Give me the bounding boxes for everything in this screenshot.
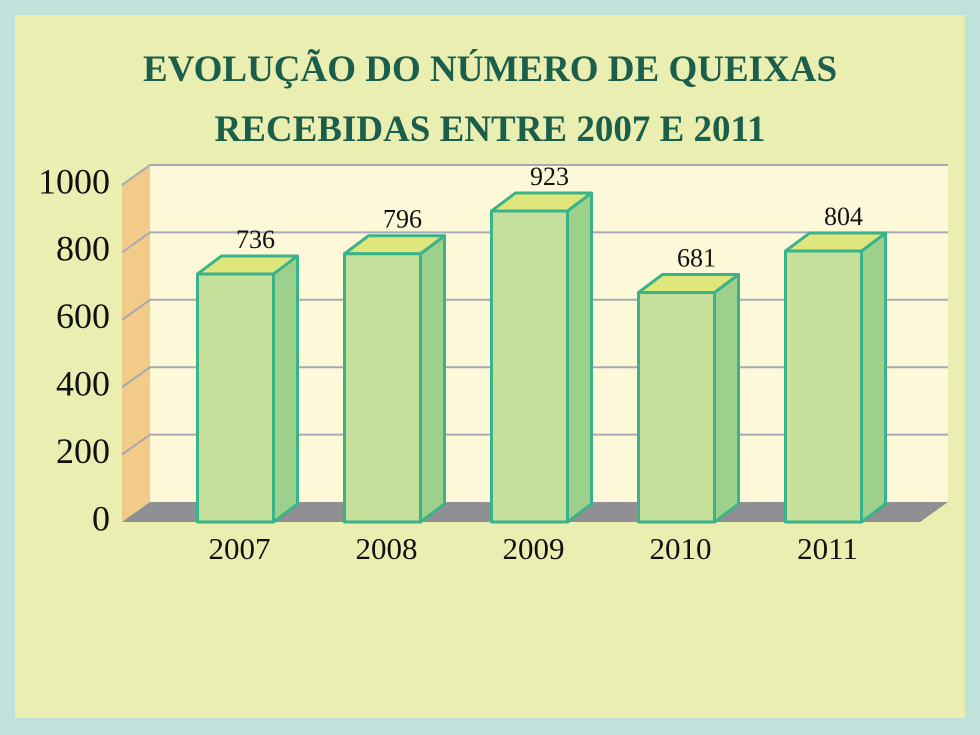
value-label: 804 (824, 202, 863, 231)
bar-side (713, 273, 740, 524)
value-label: 681 (677, 243, 716, 272)
x-tick-label: 2011 (797, 531, 858, 566)
bar-side (419, 234, 446, 524)
y-tick-label: 400 (56, 363, 110, 403)
bar-side (272, 254, 299, 524)
value-label: 796 (383, 205, 422, 234)
x-tick-label: 2007 (209, 531, 271, 566)
bar (784, 249, 863, 524)
x-tick-label: 2010 (650, 531, 712, 566)
bar (490, 209, 569, 524)
x-tick-label: 2008 (356, 531, 418, 566)
y-tick-label: 600 (56, 296, 110, 336)
value-label: 736 (236, 225, 275, 254)
value-label: 923 (530, 162, 569, 191)
y-tick-label: 1000 (38, 161, 110, 201)
side-wall (122, 165, 150, 522)
bar-side (566, 191, 593, 524)
y-tick-label: 0 (92, 498, 110, 538)
bar-side (860, 231, 887, 524)
x-tick-label: 2009 (503, 531, 565, 566)
bar (196, 272, 275, 524)
chart-title: EVOLUÇÃO DO NÚMERO DE QUEIXAS RECEBIDAS … (142, 49, 838, 150)
grid-line (121, 231, 948, 254)
y-tick-label: 200 (56, 431, 110, 471)
grid-line (121, 164, 948, 186)
bar (343, 252, 422, 524)
bar (637, 291, 716, 524)
y-tick-label: 800 (56, 229, 110, 269)
